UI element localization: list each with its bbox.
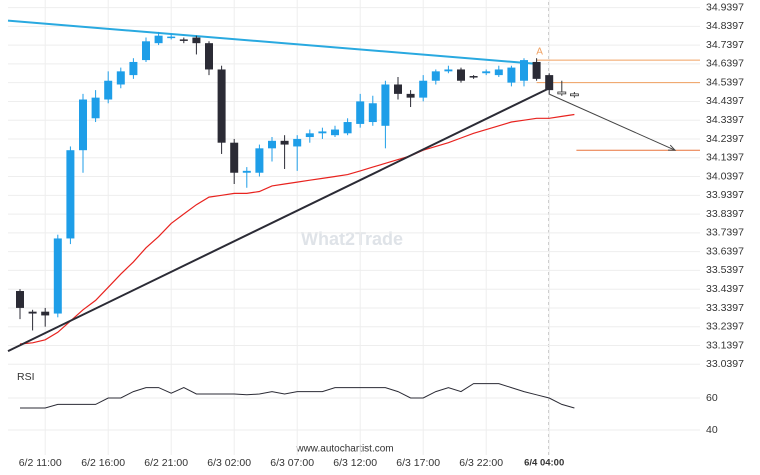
candle-body (570, 93, 579, 97)
candle-body (28, 311, 37, 314)
candle-body (268, 140, 276, 149)
rsi-tick-label: 40 (706, 424, 718, 436)
candle-body (280, 140, 289, 145)
y-tick-label: 33.2397 (706, 321, 744, 333)
x-tick-label: 6/2 11:00 (19, 457, 62, 469)
candle-body (356, 101, 365, 124)
candle-body (53, 238, 62, 314)
y-tick-label: 34.3397 (706, 114, 744, 126)
y-tick-label: 34.0397 (706, 170, 744, 182)
candle-body (494, 69, 503, 76)
candle-body (154, 35, 163, 44)
x-tick-label: 6/2 16:00 (81, 457, 125, 469)
candle-body (368, 103, 377, 123)
candle-body (469, 76, 478, 78)
candle-body (406, 93, 415, 98)
candle-body (394, 84, 402, 94)
candle-body (66, 150, 75, 239)
y-tick-label: 34.5397 (706, 76, 744, 88)
candle-body (331, 129, 339, 136)
candle-body (217, 69, 226, 143)
y-tick-label: 34.2397 (706, 133, 744, 145)
candle-body (41, 311, 50, 316)
candle-body (381, 84, 390, 126)
x-tick-label: 6/4 04:00 (524, 458, 564, 469)
candle-body (79, 99, 87, 151)
candle-body (192, 37, 201, 44)
candle-body (305, 133, 314, 138)
candle-body (242, 170, 251, 173)
y-tick-label: 34.7397 (706, 39, 744, 51)
y-tick-label: 34.9397 (706, 1, 744, 13)
arrow-head (667, 144, 677, 151)
x-tick-label: 6/3 07:00 (270, 457, 314, 469)
rsi-line (20, 383, 575, 409)
candle-body (230, 142, 239, 173)
moving-average (19, 113, 575, 345)
candle-body (444, 69, 453, 72)
candle-body (116, 71, 125, 85)
candle-body (545, 75, 554, 91)
rsi-tick-label: 60 (706, 392, 718, 404)
candle-body (91, 97, 100, 119)
candle-body (104, 80, 113, 100)
candle-body (419, 80, 428, 98)
candle-body (431, 71, 440, 81)
candle-body (507, 67, 516, 83)
rsi-label: RSI (17, 371, 35, 383)
y-tick-label: 34.8397 (706, 20, 744, 32)
y-tick-label: 34.4397 (706, 95, 744, 107)
y-tick-label: 34.1397 (706, 152, 744, 164)
watermark: What2Trade (301, 229, 403, 249)
y-tick-label: 33.3397 (706, 302, 744, 314)
y-tick-label: 33.0397 (706, 358, 744, 370)
x-tick-label: 6/3 17:00 (396, 457, 440, 469)
footer: www.autochartist.com (295, 444, 393, 455)
y-tick-label: 33.8397 (706, 208, 744, 220)
y-tick-label: 33.5397 (706, 264, 744, 276)
x-tick-label: 6/3 22:00 (459, 457, 503, 469)
x-tick-label: 6/3 02:00 (207, 457, 251, 469)
candle-body (179, 39, 188, 41)
candle-body (129, 61, 138, 76)
y-tick-label: 34.6397 (706, 58, 744, 70)
candle-body (255, 148, 264, 173)
candle-body (205, 43, 213, 70)
y-tick-label: 33.1397 (706, 339, 744, 351)
candle-body (557, 91, 567, 95)
candle-body (293, 138, 302, 147)
forecast-arrow (548, 93, 676, 151)
candle-body (16, 291, 24, 308)
x-tick-label: 6/2 21:00 (144, 457, 188, 469)
candle-body (343, 122, 352, 134)
y-tick-label: 33.4397 (706, 283, 744, 295)
x-tick-label: 6/3 12:00 (333, 457, 377, 469)
marker-label: A (536, 47, 543, 58)
candle-body (457, 69, 465, 81)
candle-body (142, 41, 150, 61)
y-tick-label: 33.9397 (706, 189, 744, 201)
y-tick-label: 33.6397 (706, 245, 744, 257)
candle-body (482, 71, 491, 74)
candle-body (167, 36, 176, 39)
y-tick-label: 33.7397 (706, 227, 744, 239)
support-line (7, 87, 550, 353)
resistance-line (7, 19, 537, 65)
candle-body (532, 61, 541, 79)
candle-body (318, 131, 327, 134)
candle-body (520, 60, 528, 81)
